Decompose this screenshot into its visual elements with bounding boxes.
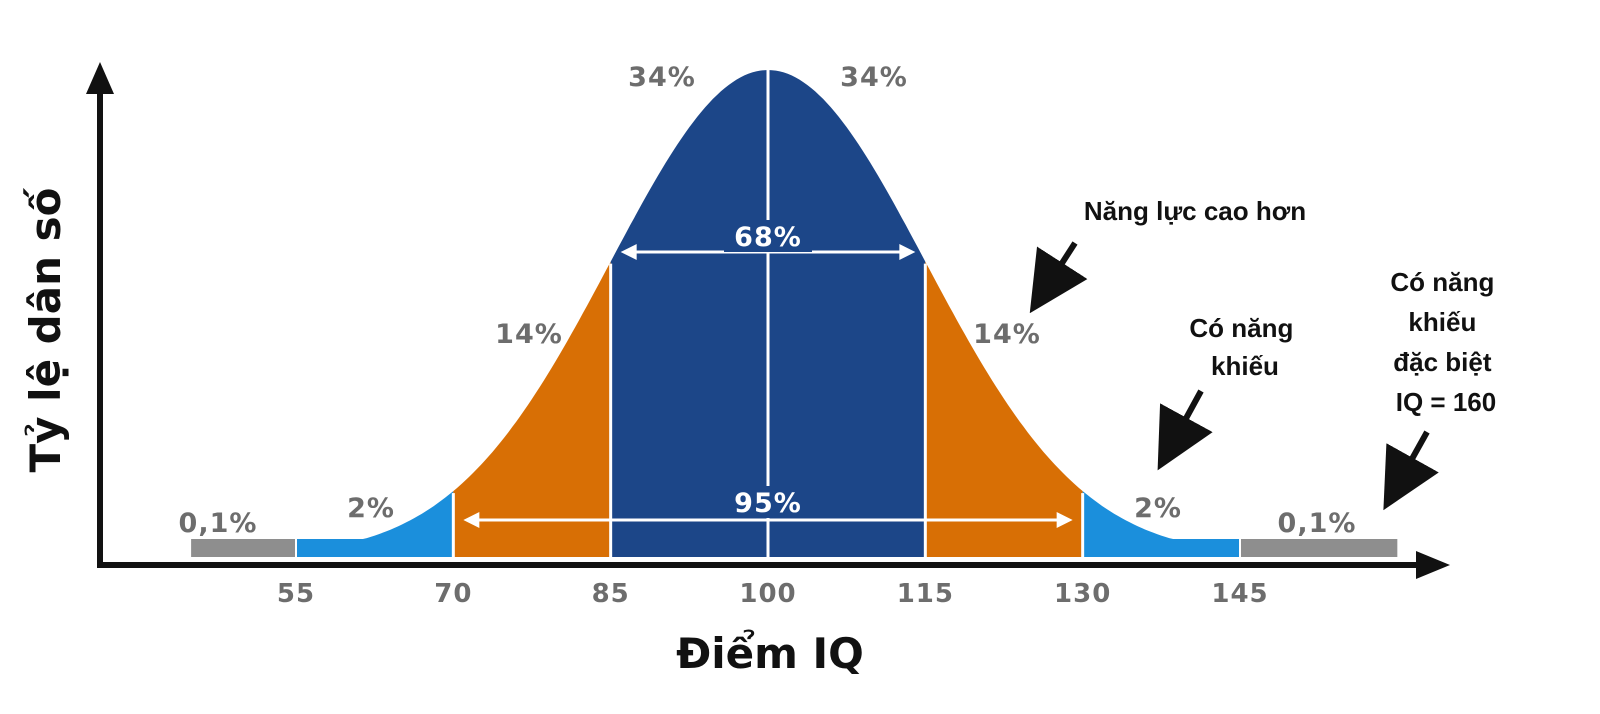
- percent-label-85-100: 34%: [628, 62, 696, 93]
- annotation-gifted: Có năng khiếu: [1157, 313, 1300, 471]
- x-tick-label-100: 100: [739, 579, 796, 609]
- annotation-higher-ability-text: Năng lực cao hơn: [1084, 196, 1306, 226]
- span-label-backdrop: [724, 486, 812, 518]
- segment-145-160: [1240, 539, 1398, 557]
- annotation-highly-gifted: Có năng khiếu đặc biệt IQ = 160: [1383, 267, 1501, 511]
- segment-130-145: [1082, 491, 1240, 557]
- x-tick-label-145: 145: [1211, 579, 1268, 609]
- percent-label-145-160: 0,1%: [1278, 508, 1357, 539]
- annotation-highly-gifted-text: Có năng khiếu đặc biệt IQ = 160: [1390, 267, 1501, 417]
- percent-label-130-145: 2%: [1134, 493, 1182, 524]
- annotation-higher-ability-arrow: [1029, 241, 1088, 314]
- segment-45-55: [191, 539, 296, 557]
- percent-label-100-115: 34%: [840, 62, 908, 93]
- segment-percent-labels: 0,1% 2% 14% 34% 34% 14% 2% 0,1%: [179, 62, 1357, 539]
- span-85-115: 68%: [620, 220, 916, 260]
- segment-70-85: [453, 261, 611, 557]
- annotation-highly-gifted-arrow: [1383, 430, 1439, 511]
- x-axis-arrowhead: [1416, 551, 1450, 579]
- x-tick-label-115: 115: [897, 579, 954, 609]
- annotation-gifted-arrow: [1157, 389, 1213, 471]
- span-arrowhead-right: [899, 244, 916, 260]
- segment-100-115: [768, 70, 926, 557]
- axes: [86, 62, 1450, 579]
- x-tick-label-70: 70: [434, 579, 472, 609]
- percent-label-70-85: 14%: [495, 319, 563, 350]
- annotation-higher-ability: Năng lực cao hơn: [1029, 196, 1306, 314]
- annotation-gifted-text: Có năng khiếu: [1189, 313, 1300, 381]
- segment-115-130: [925, 261, 1083, 557]
- segment-55-70: [296, 491, 454, 557]
- span-70-130: 95%: [463, 486, 1073, 528]
- x-tick-label-130: 130: [1054, 579, 1111, 609]
- x-tick-labels: 55 70 85 100 115 130 145: [277, 579, 1268, 609]
- span-label: 95%: [734, 488, 802, 519]
- percent-label-55-70: 2%: [347, 493, 395, 524]
- segment-85-100: [610, 70, 768, 557]
- span-arrowhead-left: [463, 512, 480, 528]
- x-axis-title: Điểm IQ: [676, 628, 864, 678]
- span-label: 68%: [734, 222, 802, 253]
- percent-label-45-55: 0,1%: [179, 508, 258, 539]
- distribution-segments: [191, 70, 1398, 557]
- percentage-spans: 68% 95%: [463, 220, 1073, 528]
- span-arrowhead-right: [1056, 512, 1073, 528]
- span-label-backdrop: [724, 220, 812, 252]
- percent-label-115-130: 14%: [973, 319, 1041, 350]
- y-axis-arrowhead: [86, 62, 114, 94]
- x-tick-label-85: 85: [592, 579, 630, 609]
- segment-dividers: [295, 70, 1241, 557]
- span-arrowhead-left: [620, 244, 637, 260]
- y-axis-title: Tỷ lệ dân số: [21, 187, 70, 472]
- x-tick-label-55: 55: [277, 579, 315, 609]
